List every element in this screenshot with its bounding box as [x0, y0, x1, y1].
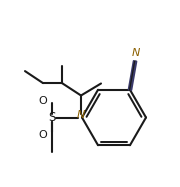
- Text: N: N: [76, 110, 85, 120]
- Text: O: O: [39, 130, 47, 140]
- Text: O: O: [39, 96, 47, 105]
- Text: S: S: [48, 111, 56, 124]
- Text: N: N: [132, 48, 140, 58]
